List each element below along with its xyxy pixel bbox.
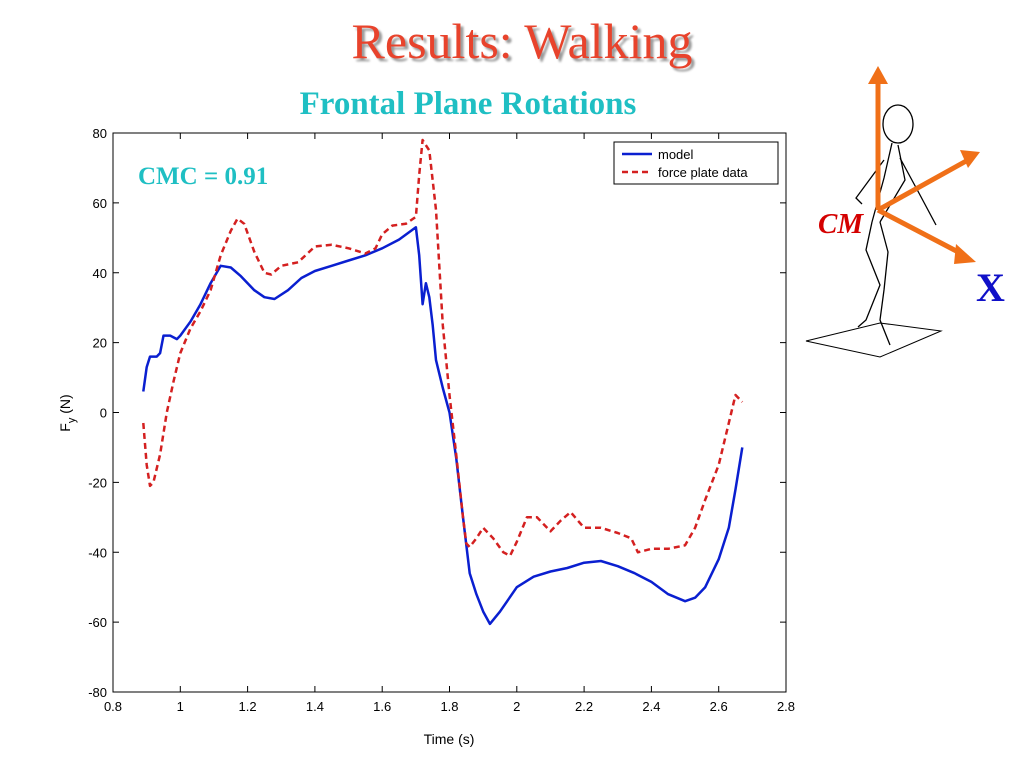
x-tick-label: 1 (177, 699, 184, 714)
y-tick-label: 20 (93, 336, 107, 351)
x-tick-label: 1.6 (373, 699, 391, 714)
x-axis-label: Time (s) (424, 731, 475, 747)
y-tick-label: -60 (88, 615, 107, 630)
x-tick-label: 1.4 (306, 699, 324, 714)
legend-label-model: model (658, 147, 694, 162)
y-axis-label-text: Fy (N) (57, 394, 78, 431)
x-tick-label: 2.2 (575, 699, 593, 714)
y-tick-label: -20 (88, 475, 107, 490)
x-tick-label: 1.2 (239, 699, 257, 714)
x-tick-label: 2.4 (642, 699, 660, 714)
axis-ticks: 0.8 1 1.2 1.4 1.6 1.8 2 2.2 2.4 2.6 2.8 80 60 40 20 0 -2… (88, 126, 795, 714)
y-tick-label: 0 (100, 406, 107, 421)
x-tick-label: 2 (513, 699, 520, 714)
y-axis-label: Fy (N) (57, 394, 78, 431)
legend: model force plate data (613, 141, 779, 185)
series-line-force-plate-data (142, 138, 744, 557)
y-tick-label: 80 (93, 126, 107, 141)
x-tick-label: 0.8 (104, 699, 122, 714)
walking-figure (855, 104, 937, 346)
coordinate-axes (868, 66, 980, 264)
force-plate (805, 322, 943, 358)
x-tick-label: 2.8 (777, 699, 795, 714)
x-tick-label: 2.6 (710, 699, 728, 714)
series-layer (142, 138, 744, 626)
legend-box (613, 141, 779, 185)
x-tick-label: 1.8 (440, 699, 458, 714)
x-axis-marker-label: X (976, 265, 1005, 310)
cmc-annotation: CMC = 0.91 (138, 163, 269, 190)
cm-label: CM (818, 208, 864, 240)
series-line-model (142, 226, 744, 626)
y-tick-label: -80 (88, 685, 107, 700)
legend-label-force-plate: force plate data (658, 165, 748, 180)
y-tick-label: 60 (93, 196, 107, 211)
slide-title: Results: Walking (351, 13, 693, 69)
y-tick-label: -40 (88, 545, 107, 560)
y-tick-label: 40 (93, 266, 107, 281)
chart-title: Frontal Plane Rotations (299, 86, 637, 122)
